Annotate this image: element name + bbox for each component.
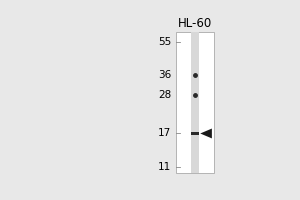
Text: 28: 28 bbox=[158, 90, 171, 100]
Text: 17: 17 bbox=[158, 128, 171, 138]
Text: 11: 11 bbox=[158, 162, 171, 172]
Polygon shape bbox=[200, 129, 212, 138]
Bar bbox=[191, 32, 199, 173]
Text: 55: 55 bbox=[158, 37, 171, 47]
Bar bbox=[191, 132, 199, 135]
Text: 36: 36 bbox=[158, 70, 171, 80]
Bar bbox=[176, 32, 214, 173]
Text: HL-60: HL-60 bbox=[178, 17, 212, 30]
